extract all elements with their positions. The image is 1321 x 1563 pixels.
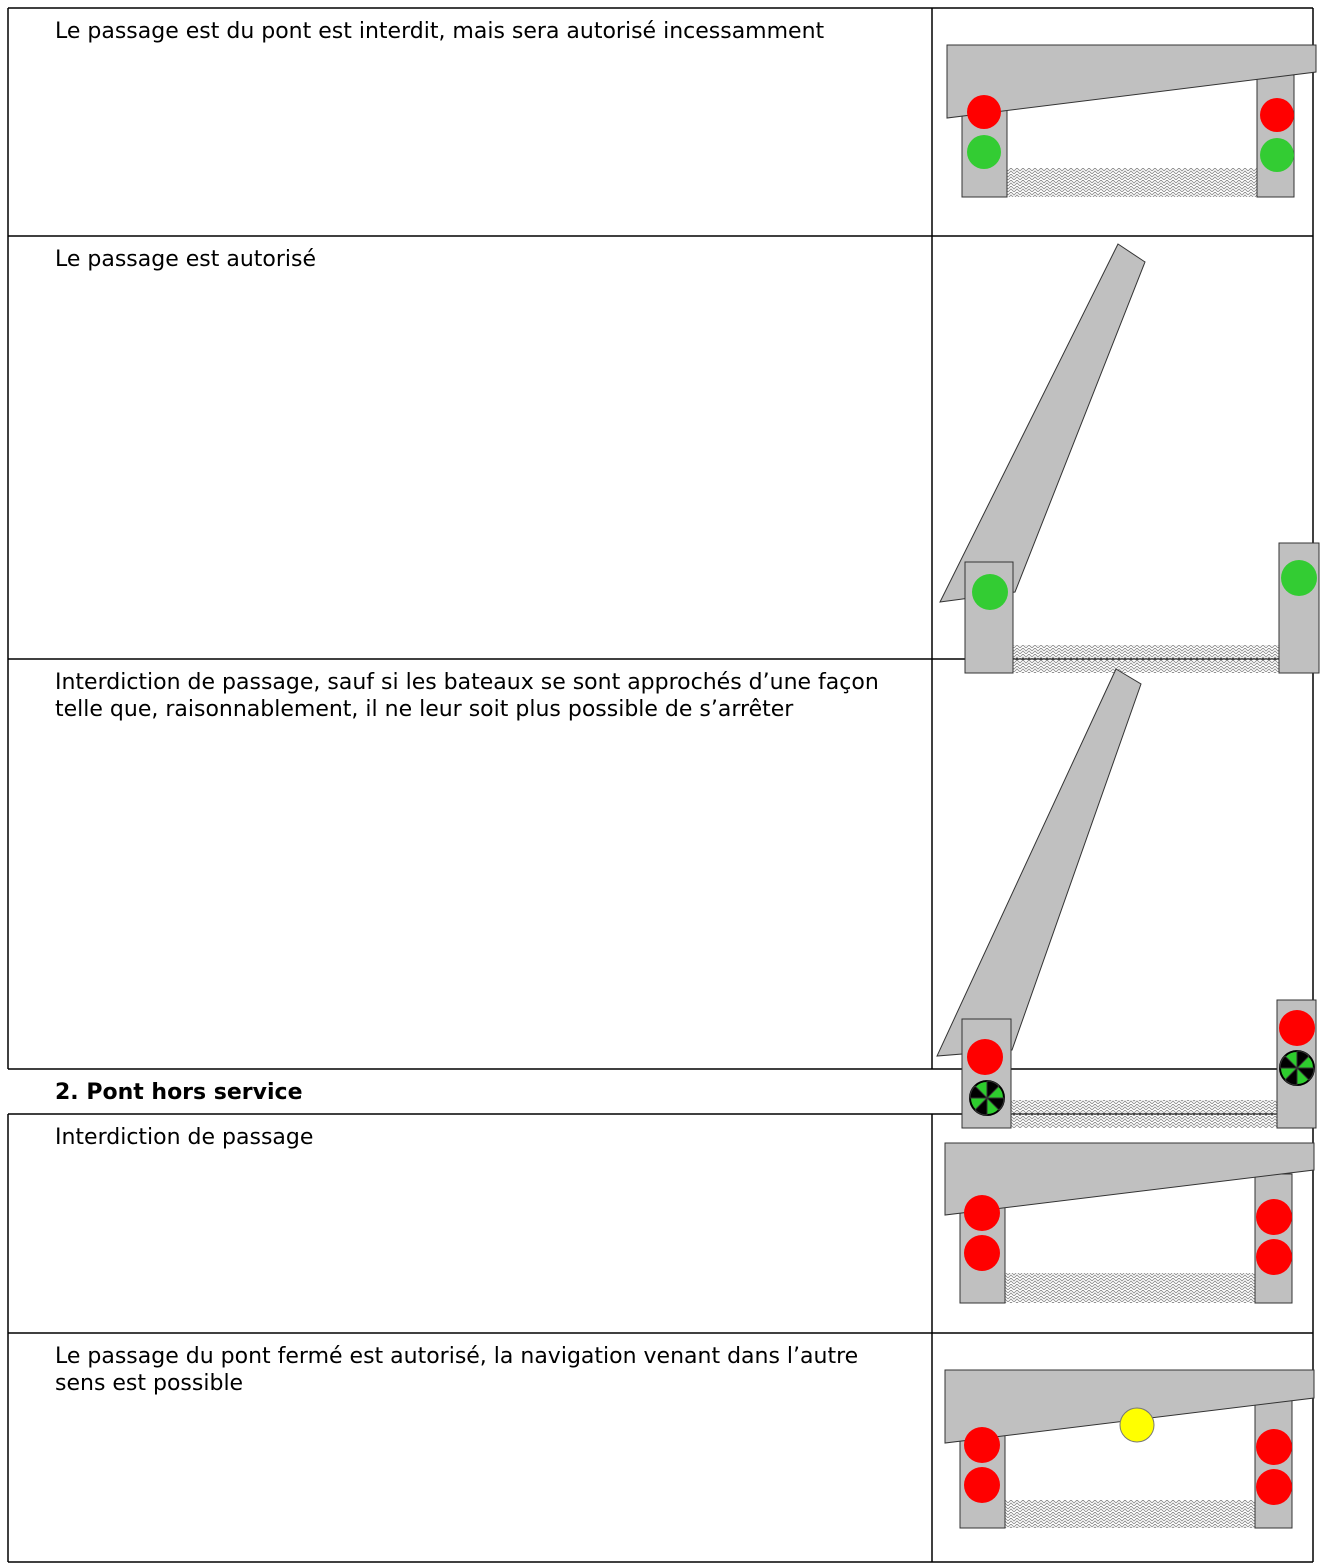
cell-text: Interdiction de passage, sauf si les bat… xyxy=(55,670,879,722)
section-heading: 2. Pont hors service xyxy=(55,1080,303,1105)
cell-text: Le passage du pont fermé est autorisé, l… xyxy=(55,1344,859,1396)
table-borders xyxy=(7,7,1314,1563)
bridge-diagrams xyxy=(936,44,1320,1529)
cell-text: Interdiction de passage xyxy=(55,1125,314,1150)
cell-text: Le passage est autorisé xyxy=(55,247,317,272)
cell-text: Le passage est du pont est interdit, mai… xyxy=(55,19,825,44)
